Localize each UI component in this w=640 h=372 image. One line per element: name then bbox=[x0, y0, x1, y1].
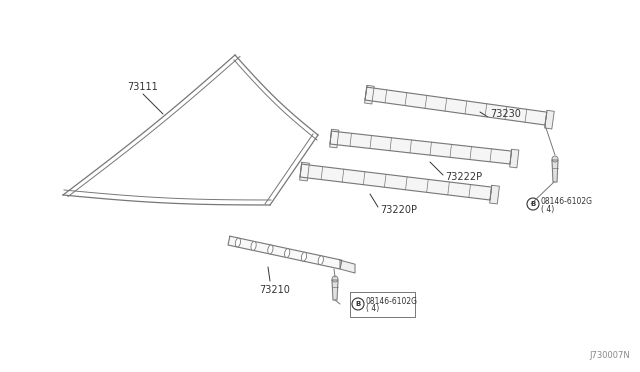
Circle shape bbox=[332, 276, 338, 282]
Polygon shape bbox=[365, 87, 547, 125]
Circle shape bbox=[552, 156, 558, 162]
Text: ( 4): ( 4) bbox=[541, 205, 554, 214]
Polygon shape bbox=[545, 110, 554, 129]
Text: 08146-6102G: 08146-6102G bbox=[541, 196, 593, 205]
Text: 73210: 73210 bbox=[260, 285, 291, 295]
Polygon shape bbox=[330, 129, 339, 148]
Polygon shape bbox=[552, 160, 558, 182]
Polygon shape bbox=[330, 131, 511, 164]
Text: J730007N: J730007N bbox=[589, 351, 630, 360]
Polygon shape bbox=[300, 164, 492, 200]
Polygon shape bbox=[490, 185, 499, 204]
Text: 08146-6102G: 08146-6102G bbox=[366, 296, 418, 305]
Ellipse shape bbox=[301, 252, 307, 261]
Polygon shape bbox=[365, 85, 374, 104]
Text: 73111: 73111 bbox=[127, 82, 158, 92]
Ellipse shape bbox=[285, 248, 290, 257]
Polygon shape bbox=[332, 280, 338, 300]
Ellipse shape bbox=[318, 256, 323, 265]
Polygon shape bbox=[300, 162, 309, 181]
Ellipse shape bbox=[251, 241, 256, 250]
Text: B: B bbox=[355, 301, 360, 307]
Text: 73220P: 73220P bbox=[380, 205, 417, 215]
Ellipse shape bbox=[236, 238, 241, 247]
Polygon shape bbox=[509, 149, 519, 168]
Text: ( 4): ( 4) bbox=[366, 305, 380, 314]
Text: B: B bbox=[531, 201, 536, 207]
Polygon shape bbox=[340, 260, 355, 273]
Polygon shape bbox=[350, 292, 415, 317]
Ellipse shape bbox=[268, 245, 273, 254]
Polygon shape bbox=[228, 236, 342, 269]
Text: 73222P: 73222P bbox=[445, 172, 482, 182]
Text: 73230: 73230 bbox=[490, 109, 521, 119]
